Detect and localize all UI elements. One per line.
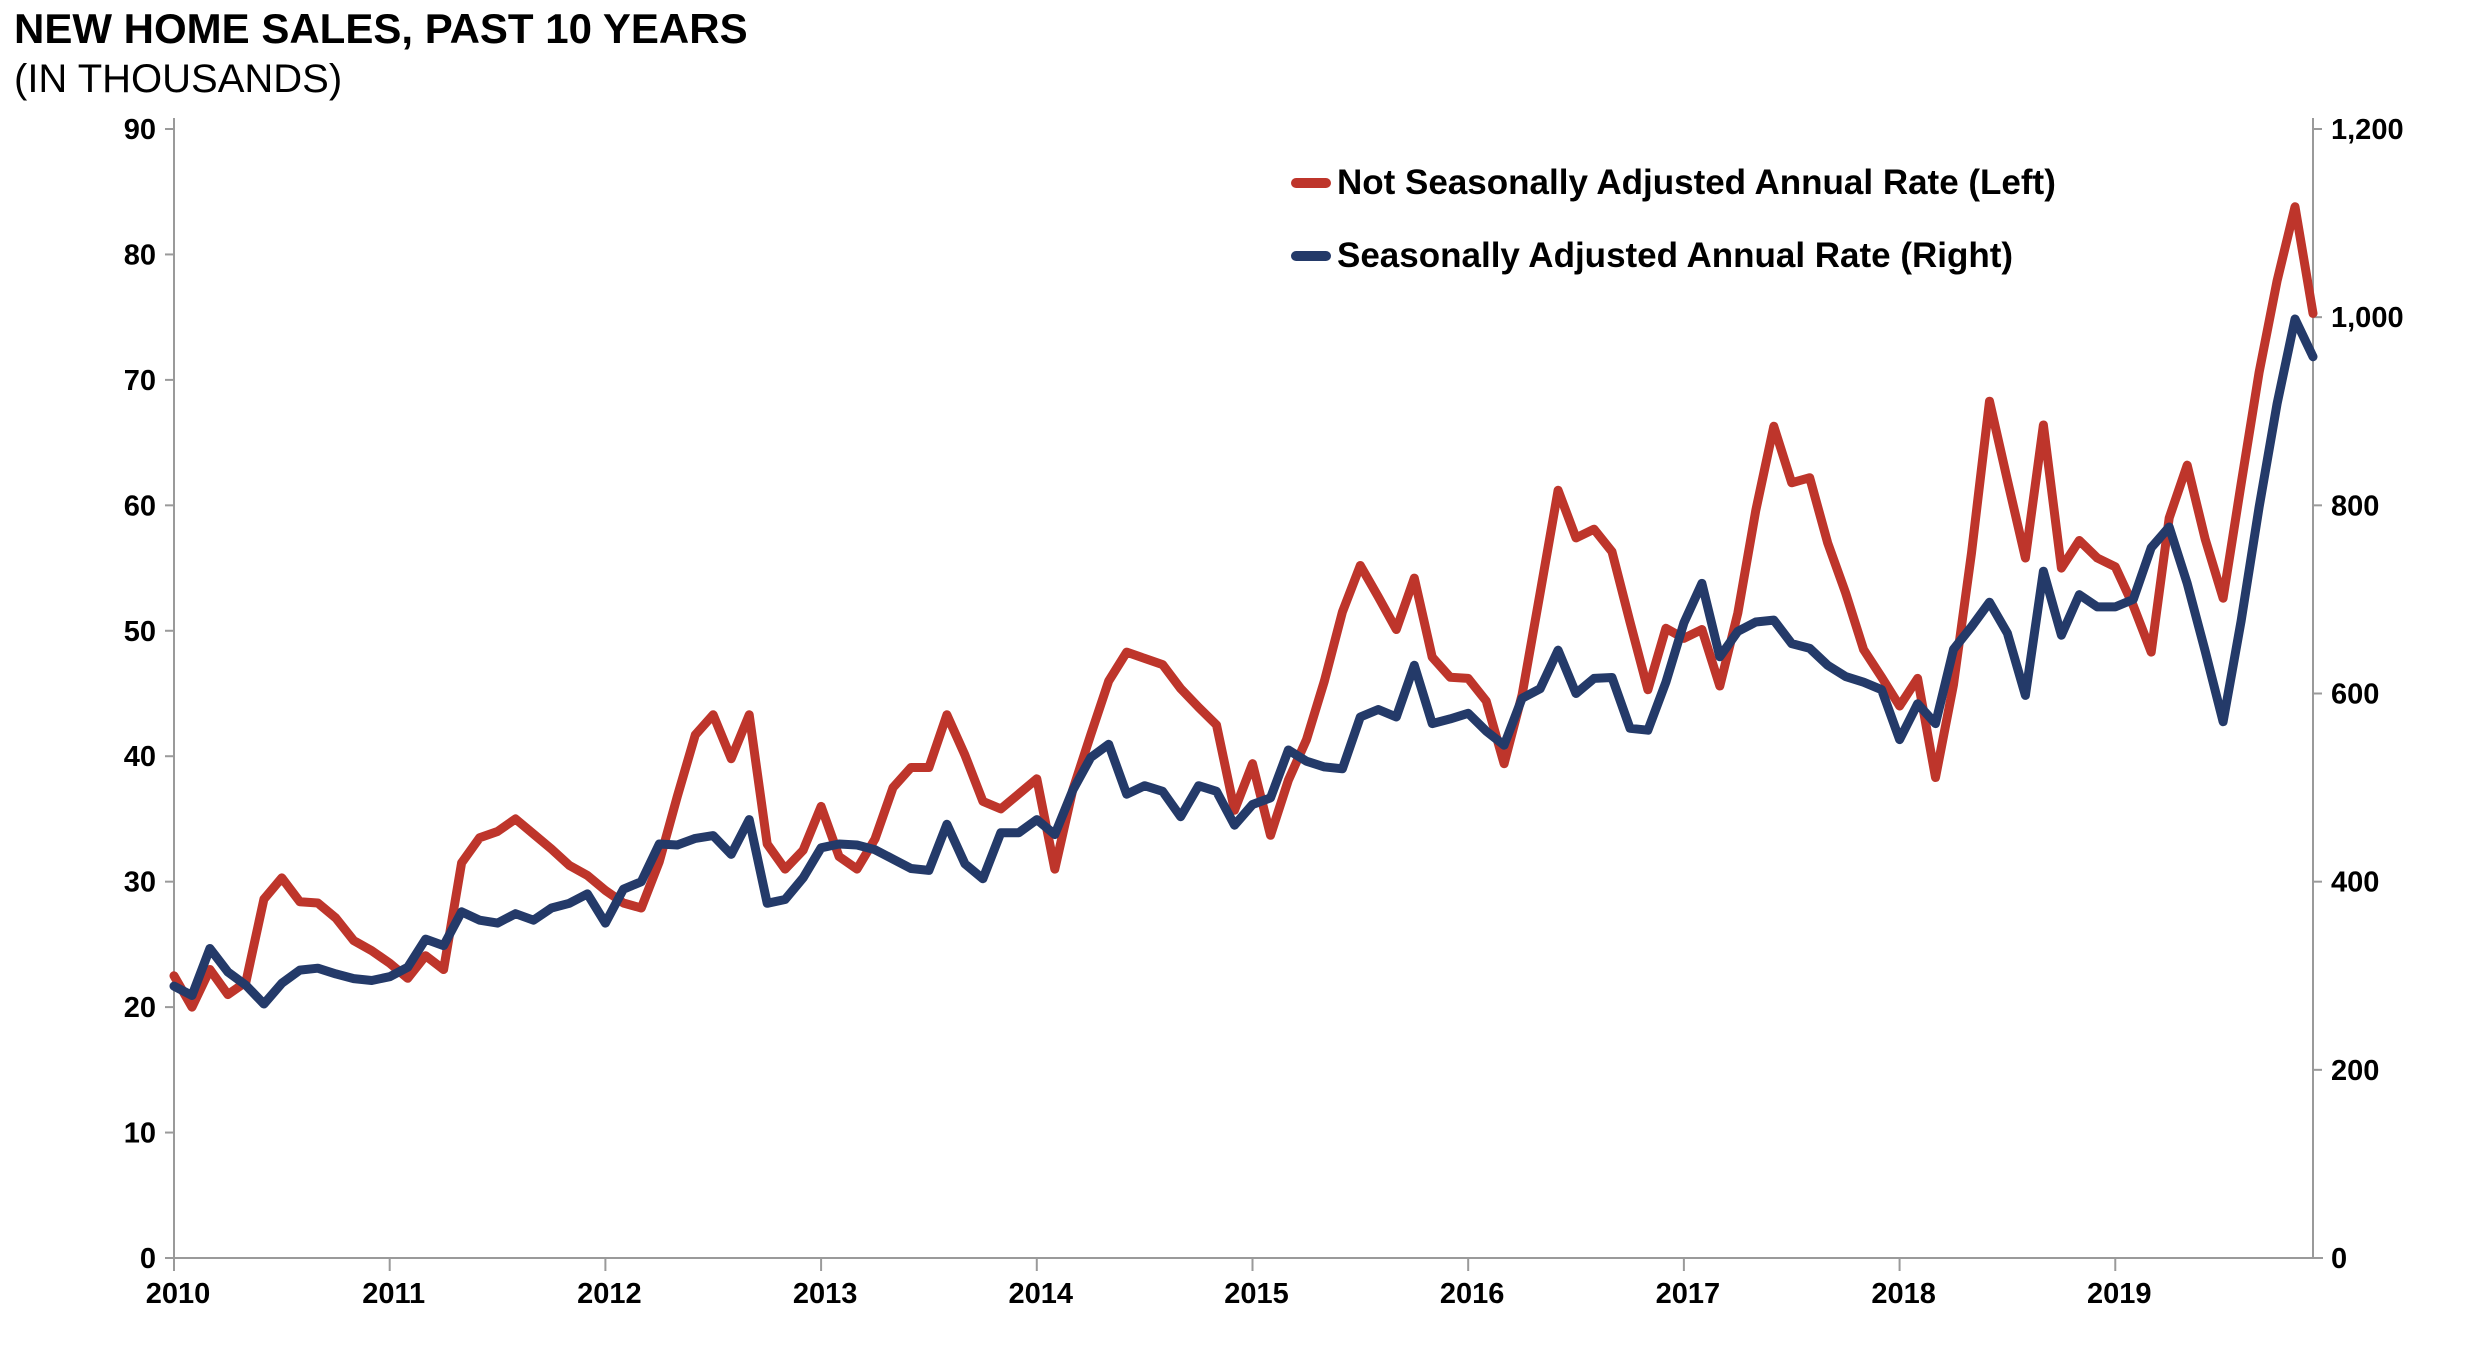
left-axis-tick-label: 40 [124,741,156,773]
left-axis-tick-label: 90 [124,114,156,146]
legend-label-saar: Seasonally Adjusted Annual Rate (Right) [1337,235,2014,275]
x-axis-year-label: 2015 [1224,1278,1289,1310]
legend-item-saar: Seasonally Adjusted Annual Rate (Right) [1291,219,2056,292]
right-axis-tick-label: 600 [2331,679,2379,711]
chart-header: NEW HOME SALES, PAST 10 YEARS (IN THOUSA… [14,4,748,104]
left-axis-tick-label: 80 [124,239,156,271]
left-axis-tick-label: 50 [124,616,156,648]
nsa-series-marker-icon [1291,177,1331,188]
left-axis-tick-label: 0 [140,1243,156,1275]
right-axis-tick-label: 400 [2331,867,2379,899]
x-axis-year-label: 2014 [1009,1278,1074,1310]
x-axis-year-label: 2018 [1871,1278,1936,1310]
nsa-series-line [169,202,2318,1012]
legend-item-nsa: Not Seasonally Adjusted Annual Rate (Lef… [1291,146,2056,219]
x-axis-year-label: 2019 [2087,1278,2152,1310]
right-axis-tick-label: 800 [2331,490,2379,522]
right-axis-tick-label: 200 [2331,1055,2379,1087]
x-axis-year-label: 2017 [1656,1278,1721,1310]
chart-title: NEW HOME SALES, PAST 10 YEARS [14,5,748,52]
x-axis-year-label: 2013 [793,1278,858,1310]
chart-subtitle: (IN THOUSANDS) [14,56,343,101]
chart-legend: Not Seasonally Adjusted Annual Rate (Lef… [1291,146,2056,292]
left-axis-tick-label: 10 [124,1118,156,1150]
right-axis-tick-label: 1,200 [2331,114,2404,146]
left-axis-tick-label: 30 [124,867,156,899]
left-axis-tick-label: 70 [124,365,156,397]
right-axis-tick-label: 1,000 [2331,302,2404,334]
saar-series-marker-icon [1291,250,1331,261]
left-axis-tick-label: 60 [124,490,156,522]
x-axis-year-label: 2010 [146,1278,211,1310]
legend-label-nsa: Not Seasonally Adjusted Annual Rate (Lef… [1337,162,2056,202]
right-axis-tick-label: 0 [2331,1243,2347,1275]
x-axis-year-label: 2016 [1440,1278,1505,1310]
saar-series-line [169,314,2318,1009]
left-axis-tick-label: 20 [124,992,156,1024]
x-axis-year-label: 2011 [362,1278,425,1310]
x-axis-year-label: 2012 [577,1278,642,1310]
